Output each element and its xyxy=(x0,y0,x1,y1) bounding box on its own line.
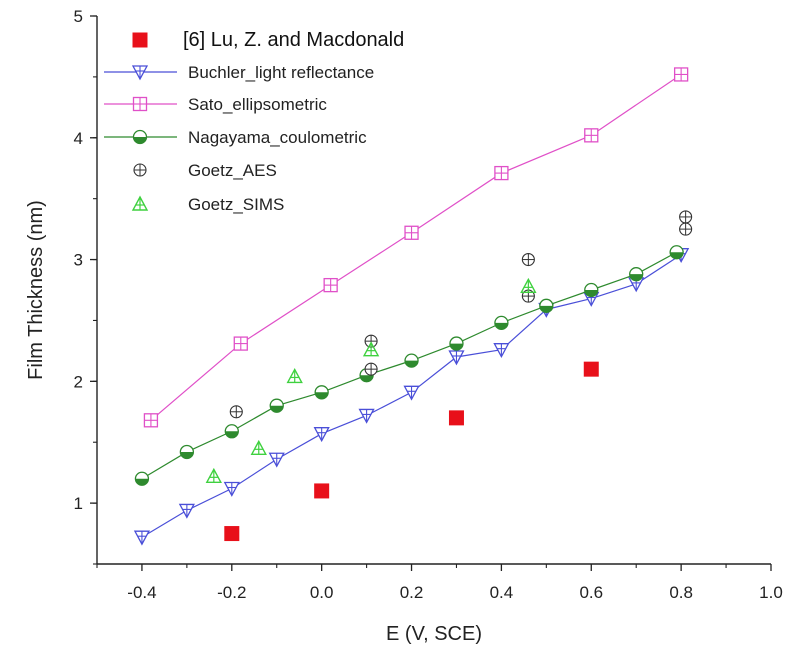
data-point xyxy=(679,222,693,236)
series-line xyxy=(150,73,682,421)
data-point xyxy=(404,225,419,240)
series-4 xyxy=(229,210,693,419)
series-0 xyxy=(224,361,599,542)
data-point xyxy=(205,467,222,484)
legend-marker xyxy=(132,32,148,48)
data-point xyxy=(314,385,329,400)
legend-marker xyxy=(133,163,147,177)
legend: [6] Lu, Z. and Macdonald Buchler_light re… xyxy=(104,29,404,214)
data-point xyxy=(364,362,378,376)
x-tick-label: 0.8 xyxy=(669,583,693,602)
legend-marker xyxy=(132,96,148,112)
data-point xyxy=(268,452,285,468)
data-point xyxy=(364,334,378,348)
series-2 xyxy=(143,67,689,428)
legend-marker xyxy=(132,129,148,145)
legend-label: Goetz_AES xyxy=(188,161,277,180)
legend-item: [6] Lu, Z. and Macdonald xyxy=(132,29,404,51)
data-point xyxy=(269,398,284,413)
x-tick-label: 0.6 xyxy=(579,583,603,602)
y-tick-label: 4 xyxy=(74,129,83,148)
data-point xyxy=(494,315,509,331)
x-tick-label: 0.0 xyxy=(310,583,334,602)
data-point xyxy=(584,282,599,298)
y-axis-label: Film Thickness (nm) xyxy=(25,200,47,380)
legend-item: Sato_ellipsometric xyxy=(104,95,327,114)
series-5 xyxy=(205,277,537,484)
data-point xyxy=(679,210,693,224)
data-point xyxy=(224,424,239,439)
data-point xyxy=(448,350,465,366)
series-layer xyxy=(133,67,693,546)
data-point xyxy=(133,530,151,546)
x-tick-label: -0.2 xyxy=(217,583,246,602)
legend-label: Sato_ellipsometric xyxy=(188,95,327,114)
data-point xyxy=(314,483,330,499)
data-point xyxy=(179,444,195,460)
data-point xyxy=(493,343,510,359)
data-point xyxy=(669,245,684,260)
data-point xyxy=(448,410,464,426)
y-tick-label: 2 xyxy=(74,372,83,391)
data-point xyxy=(313,427,330,443)
legend-item: Nagayama_coulometric xyxy=(104,128,367,147)
ticks: -0.4 -0.2 0.0 0.2 0.4 0.6 0.8 1.0 1 2 3 4 5 xyxy=(74,7,783,602)
data-point xyxy=(404,353,419,368)
data-point xyxy=(323,277,338,293)
data-point xyxy=(250,439,267,456)
y-tick-label: 3 xyxy=(74,251,83,270)
legend-label: Nagayama_coulometric xyxy=(188,128,367,147)
data-point xyxy=(233,336,248,351)
x-tick-label: 1.0 xyxy=(759,583,783,602)
data-point xyxy=(539,298,554,313)
legend-item: Goetz_AES xyxy=(133,161,277,180)
legend-marker xyxy=(131,195,149,211)
legend-label: Goetz_SIMS xyxy=(188,195,284,214)
data-point xyxy=(134,471,150,486)
data-point xyxy=(358,408,375,424)
series-1 xyxy=(133,248,690,546)
data-point xyxy=(521,253,535,267)
y-tick-label: 5 xyxy=(74,7,83,26)
legend-item: Buchler_light reflectance xyxy=(104,63,374,82)
data-point xyxy=(229,405,243,419)
data-point xyxy=(449,336,464,351)
legend-label: Buchler_light reflectance xyxy=(188,63,374,82)
legend-label: [6] Lu, Z. and Macdonald xyxy=(183,29,404,51)
data-point xyxy=(494,165,509,181)
data-point xyxy=(223,481,240,497)
data-point xyxy=(629,267,644,282)
axes xyxy=(96,16,771,565)
y-tick-label: 1 xyxy=(74,494,83,513)
data-point xyxy=(520,277,537,294)
data-point xyxy=(403,385,420,401)
data-point xyxy=(286,367,303,384)
data-point xyxy=(583,361,599,377)
data-point xyxy=(143,413,159,428)
legend-marker xyxy=(131,65,149,81)
data-point xyxy=(673,67,689,82)
data-point xyxy=(224,526,240,542)
x-tick-label: 0.4 xyxy=(490,583,514,602)
legend-item: Goetz_SIMS xyxy=(131,195,284,214)
x-axis-label: E (V, SCE) xyxy=(386,623,482,645)
data-point xyxy=(362,341,380,357)
x-tick-label: 0.2 xyxy=(400,583,424,602)
data-point xyxy=(584,128,599,143)
series-3 xyxy=(134,245,684,486)
x-tick-label: -0.4 xyxy=(127,583,156,602)
data-point xyxy=(178,503,195,519)
